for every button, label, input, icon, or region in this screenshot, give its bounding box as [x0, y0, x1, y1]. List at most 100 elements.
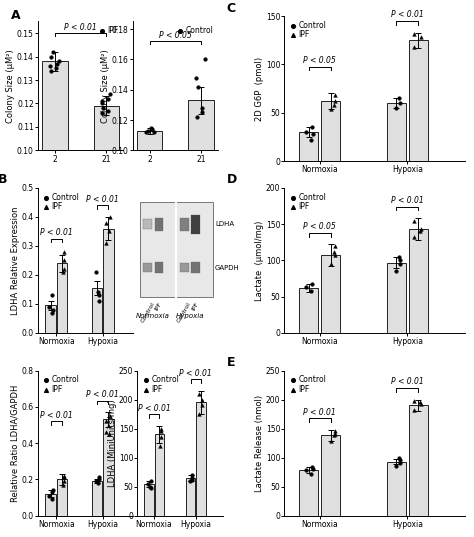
Point — [95, 475, 102, 483]
Point — [105, 227, 113, 236]
Bar — [155, 262, 163, 273]
Point — [60, 477, 68, 485]
Bar — [320, 101, 340, 161]
Bar — [155, 217, 163, 231]
Point — [395, 453, 403, 462]
Text: P < 0.05: P < 0.05 — [303, 222, 336, 231]
Bar — [57, 479, 67, 516]
Point — [416, 227, 424, 236]
Point — [199, 108, 206, 117]
Point — [48, 495, 56, 504]
Point — [147, 483, 155, 492]
Point — [106, 411, 114, 420]
Point — [60, 265, 68, 273]
Point — [392, 462, 400, 470]
Point — [61, 248, 68, 256]
Point — [330, 431, 337, 440]
Point — [106, 213, 114, 221]
Bar — [46, 306, 56, 333]
Point — [102, 239, 109, 248]
Point — [145, 126, 152, 135]
Point — [54, 60, 61, 68]
Bar — [144, 219, 152, 229]
Legend: Control, IPF: Control, IPF — [288, 374, 327, 395]
Point — [199, 104, 206, 112]
Point — [410, 216, 418, 225]
Point — [98, 97, 105, 105]
Point — [331, 427, 338, 436]
FancyBboxPatch shape — [140, 202, 212, 296]
Point — [418, 400, 425, 409]
Point — [331, 242, 338, 250]
Bar — [299, 132, 319, 161]
Point — [308, 280, 316, 289]
Text: IPF: IPF — [155, 301, 163, 311]
Legend: Control, IPF: Control, IPF — [141, 374, 180, 395]
Point — [55, 57, 63, 66]
Point — [95, 291, 102, 300]
Point — [410, 29, 418, 38]
Point — [396, 459, 403, 468]
Point — [416, 398, 424, 407]
Point — [188, 470, 195, 479]
Bar — [137, 130, 163, 302]
Text: GAPDH: GAPDH — [215, 265, 240, 271]
Point — [392, 267, 400, 275]
Bar — [42, 61, 68, 384]
Text: Control: Control — [140, 301, 155, 323]
Point — [46, 302, 53, 311]
Point — [93, 268, 100, 277]
Bar — [91, 288, 102, 333]
Point — [331, 250, 338, 259]
Bar — [103, 419, 114, 516]
Point — [46, 62, 54, 70]
Text: B: B — [0, 173, 8, 186]
Point — [59, 481, 66, 489]
Text: P < 0.01: P < 0.01 — [303, 408, 336, 417]
Point — [49, 308, 56, 317]
Point — [46, 491, 53, 500]
Text: P < 0.01: P < 0.01 — [391, 197, 424, 205]
Point — [94, 478, 102, 487]
Bar — [180, 263, 189, 272]
Text: Control: Control — [176, 301, 192, 323]
Point — [95, 473, 103, 482]
Point — [310, 130, 317, 139]
Legend: Control, IPF: Control, IPF — [42, 192, 80, 212]
Point — [418, 225, 425, 234]
Text: C: C — [227, 2, 236, 14]
Point — [302, 466, 310, 475]
Bar — [186, 478, 195, 516]
Point — [102, 428, 109, 437]
Point — [328, 105, 335, 113]
Point — [308, 469, 315, 478]
Point — [147, 476, 155, 485]
Y-axis label: Relative Ratio LDHA/GAPDH: Relative Ratio LDHA/GAPDH — [10, 384, 19, 502]
Text: D: D — [227, 173, 237, 186]
Point — [397, 456, 404, 465]
Point — [199, 395, 206, 404]
Point — [198, 401, 205, 410]
Point — [192, 73, 200, 82]
Point — [308, 135, 315, 144]
Point — [194, 82, 202, 91]
Bar — [91, 481, 102, 516]
Point — [100, 104, 107, 112]
Bar — [155, 434, 164, 516]
Bar — [144, 263, 152, 272]
Point — [52, 64, 60, 72]
Point — [410, 396, 418, 405]
Point — [331, 97, 338, 105]
Point — [157, 424, 165, 433]
Point — [410, 43, 417, 52]
Bar — [180, 217, 189, 231]
Bar — [196, 402, 206, 516]
Point — [49, 486, 57, 495]
Bar — [57, 263, 67, 333]
Point — [308, 462, 316, 471]
Text: P < 0.01: P < 0.01 — [86, 195, 119, 204]
Y-axis label: Colony Size (μM²): Colony Size (μM²) — [100, 49, 109, 123]
Bar — [188, 100, 214, 302]
Point — [157, 433, 164, 441]
Bar — [299, 288, 319, 333]
